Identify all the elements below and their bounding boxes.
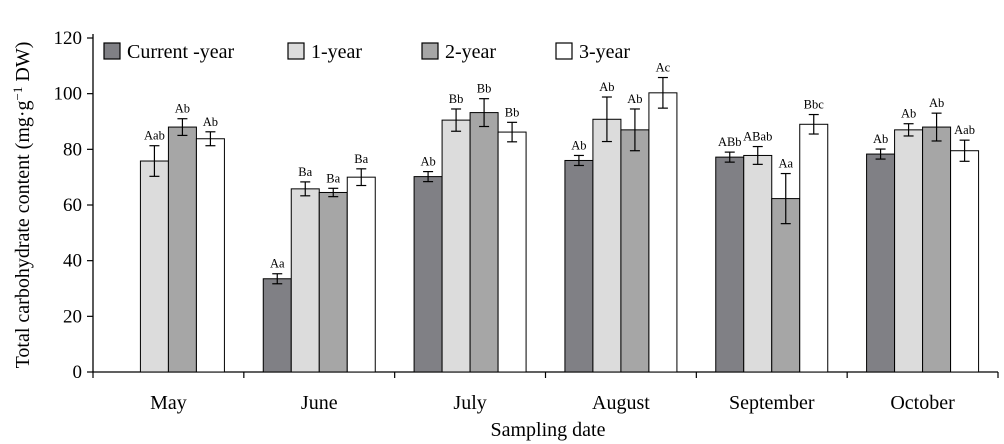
- bar: [648, 92, 678, 373]
- legend-swatch: [555, 42, 573, 60]
- significance-label: ABb: [718, 135, 742, 149]
- significance-label: Bb: [505, 105, 520, 119]
- significance-label: Ab: [420, 155, 435, 169]
- significance-label: Ab: [175, 102, 190, 116]
- x-category-label: July: [453, 392, 486, 414]
- bar: [469, 112, 499, 373]
- legend: Current -year 1-year 2-year 3-year: [103, 41, 630, 63]
- significance-label: Ba: [326, 171, 340, 185]
- significance-label: Ab: [929, 96, 944, 110]
- significance-label: Aa: [778, 157, 793, 171]
- x-category-label: June: [301, 392, 338, 414]
- y-tick-label: 60: [63, 195, 82, 216]
- bar: [195, 138, 225, 373]
- bar: [592, 118, 622, 373]
- x-category-label: October: [890, 392, 955, 414]
- x-category-label: August: [592, 392, 650, 414]
- significance-label: Ba: [298, 165, 312, 179]
- bar: [346, 176, 376, 373]
- bar: [620, 129, 650, 373]
- y-tick-label: 20: [63, 306, 82, 327]
- axes: 0 20 40 60 80 100 120 May June July August Septembe…: [54, 28, 999, 414]
- significance-label: Ab: [627, 92, 642, 106]
- bars: Aab Ab Ab Aa Ba Ba Ba Ab Bb Bb Bb Ab Ab Ab Ac ABb ABab Aa…: [139, 61, 980, 373]
- significance-label: Ac: [656, 61, 671, 75]
- legend-swatch: [103, 42, 121, 60]
- bar: [743, 154, 773, 373]
- bar: [441, 119, 471, 373]
- significance-label: Ab: [599, 80, 614, 94]
- bar: [950, 150, 980, 373]
- significance-label: Ab: [571, 138, 586, 152]
- bar: [564, 159, 594, 373]
- legend-label: Current -year: [127, 41, 235, 63]
- bar: [771, 198, 801, 373]
- significance-label: Aab: [954, 123, 975, 137]
- significance-label: Bbc: [804, 98, 825, 112]
- significance-label: Ab: [203, 115, 218, 129]
- significance-label: Ab: [901, 107, 916, 121]
- y-axis-title-sup: −1: [10, 87, 25, 101]
- bar: [894, 129, 924, 373]
- y-tick-label: 120: [54, 28, 83, 49]
- bar: [799, 123, 829, 373]
- significance-label: Bb: [477, 82, 492, 96]
- x-axis-title: Sampling date: [491, 419, 606, 441]
- y-tick-label: 0: [73, 362, 83, 383]
- bar: [167, 126, 197, 373]
- bar: [715, 156, 745, 373]
- bar: [290, 188, 320, 373]
- significance-label: Aab: [144, 129, 165, 143]
- y-axis-title-main: Total carbohydrate content (mg·g: [12, 100, 34, 368]
- x-category-label: May: [150, 392, 187, 414]
- bar: [497, 131, 527, 373]
- y-tick-label: 80: [63, 139, 82, 160]
- x-category-label: September: [729, 392, 815, 414]
- legend-label: 2-year: [445, 41, 496, 63]
- legend-swatch: [287, 42, 305, 60]
- bar: [866, 153, 896, 373]
- bar: [318, 191, 348, 373]
- bar: [413, 176, 443, 373]
- significance-label: ABab: [743, 130, 772, 144]
- y-axis-title: Total carbohydrate content (mg·g−1 DW): [10, 42, 34, 369]
- legend-label: 1-year: [311, 41, 362, 63]
- significance-label: Ab: [873, 132, 888, 146]
- y-tick-label: 100: [54, 84, 83, 105]
- legend-swatch: [421, 42, 439, 60]
- bar: [922, 126, 952, 373]
- legend-label: 3-year: [579, 41, 630, 63]
- y-tick-label: 40: [63, 251, 82, 272]
- significance-label: Ba: [354, 152, 368, 166]
- significance-label: Bb: [449, 92, 464, 106]
- significance-label: Aa: [270, 257, 285, 271]
- bar: [262, 278, 292, 373]
- bar: [139, 160, 169, 373]
- y-axis-title-tail: DW): [12, 42, 34, 87]
